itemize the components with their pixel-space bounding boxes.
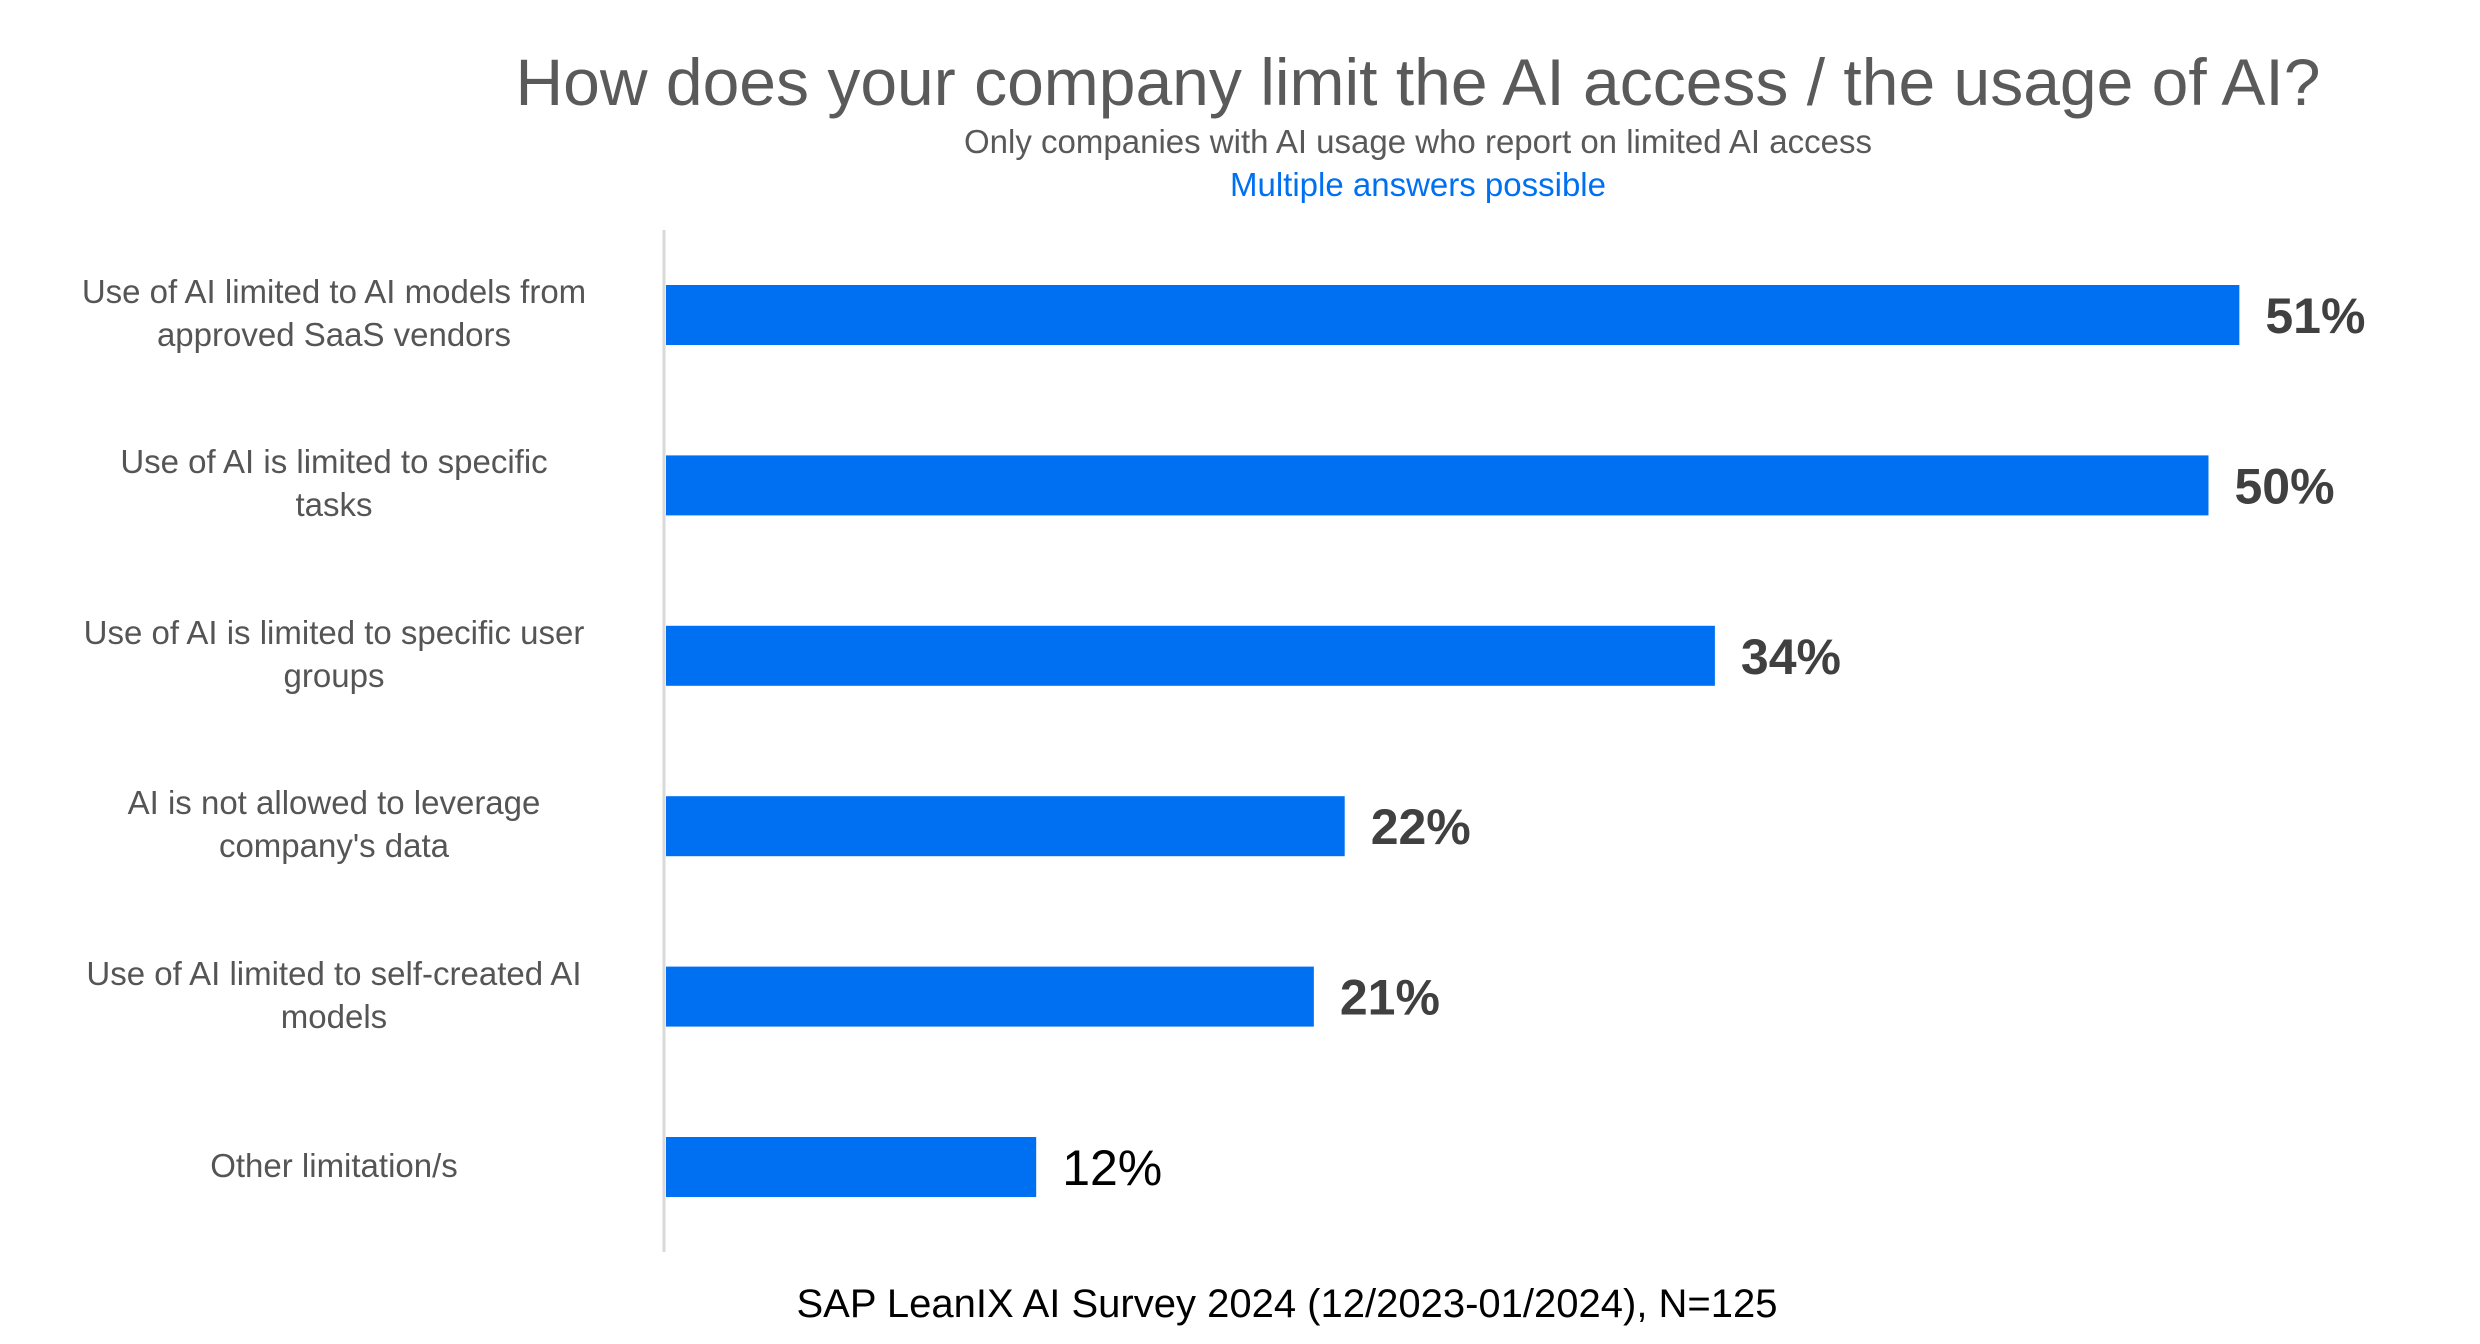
data-label: 22%: [1371, 799, 1471, 855]
category-label: Use of AI is limited to specific tasks: [34, 440, 634, 526]
category-label-line: models: [280, 997, 388, 1035]
category-label: Use of AI limited to self-created AI mode…: [34, 952, 634, 1038]
chart-subtitle: Only companies with AI usage who report …: [964, 123, 1872, 160]
data-label: 34%: [1741, 629, 1841, 685]
bar: [666, 455, 2209, 516]
bar: [666, 285, 2240, 345]
category-label: Use of AI is limited to specific user gro…: [34, 611, 634, 697]
source-footnote: SAP LeanIX AI Survey 2024 (12/2023-01/20…: [796, 1282, 1778, 1326]
category-label-line: Other limitation/s: [210, 1146, 458, 1184]
data-label: 51%: [2265, 288, 2365, 344]
category-label-line: Use of AI limited to self-created AI: [86, 954, 582, 992]
bar: [666, 966, 1314, 1027]
bar: [666, 796, 1345, 857]
chart-title: How does your company limit the AI acces…: [515, 45, 2321, 119]
category-label-line: tasks: [295, 486, 373, 524]
data-label: 21%: [1340, 970, 1440, 1026]
category-label-line: company's data: [218, 827, 450, 865]
data-label: 50%: [2235, 458, 2335, 514]
category-label-line: groups: [283, 656, 385, 694]
category-label: Use of AI limited to AI models from appro…: [34, 270, 634, 356]
category-label-line: Use of AI is limited to specific user: [83, 613, 585, 651]
category-label-line: Use of AI limited to AI models from: [81, 273, 587, 310]
category-label-line: AI is not allowed to leverage: [127, 784, 541, 822]
category-label-line: Use of AI is limited to specific: [120, 443, 548, 481]
bar: [666, 625, 1715, 686]
category-label: Other limitation/s: [34, 1144, 634, 1187]
multiple-answers-note: Multiple answers possible: [1229, 166, 1606, 203]
category-label: AI is not allowed to leverage company's d…: [34, 781, 634, 867]
category-label-line: approved SaaS vendors: [156, 316, 512, 353]
data-label: 12%: [1062, 1140, 1162, 1196]
bar: [666, 1137, 1037, 1197]
